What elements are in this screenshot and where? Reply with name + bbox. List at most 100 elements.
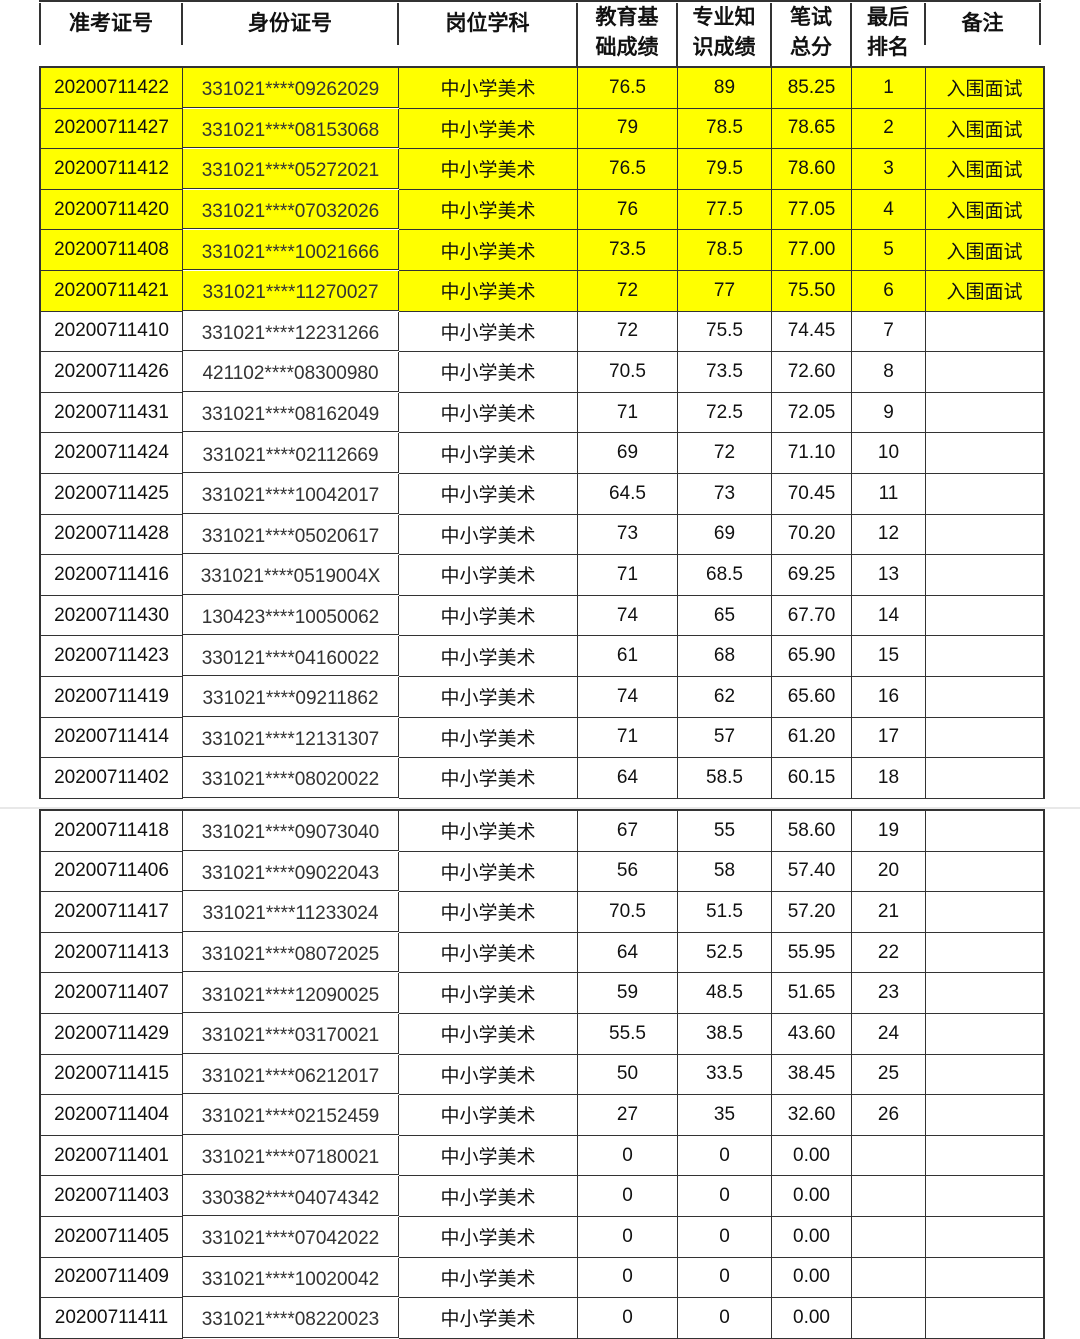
cell-final-rank: 4 xyxy=(852,189,926,231)
cell-remark xyxy=(926,636,1043,677)
header-remark: 备注 xyxy=(924,3,1041,45)
cell-remark xyxy=(926,1258,1043,1299)
cell-education-score: 76 xyxy=(578,189,678,231)
cell-admission-number: 20200711406 xyxy=(41,851,183,893)
cell-id-number: 331021****08153068 xyxy=(183,108,399,149)
cell-professional-score: 58.5 xyxy=(678,758,772,799)
cell-remark xyxy=(926,433,1043,474)
cell-admission-number: 20200711427 xyxy=(41,108,183,150)
cell-final-rank xyxy=(852,1216,926,1258)
cell-final-rank: 16 xyxy=(852,676,926,718)
cell-professional-score: 89 xyxy=(678,68,772,109)
cell-final-rank xyxy=(852,1257,926,1299)
cell-professional-score: 0 xyxy=(678,1257,772,1299)
cell-written-total: 0.00 xyxy=(772,1298,852,1339)
cell-education-score: 55.5 xyxy=(578,1013,678,1055)
cell-admission-number: 20200711424 xyxy=(41,433,183,474)
cell-written-total: 0.00 xyxy=(772,1257,852,1299)
cell-id-number: 331021****11233024 xyxy=(183,892,399,932)
cell-admission-number: 20200711423 xyxy=(41,636,183,677)
cell-id-number: 331021****10042017 xyxy=(183,473,399,514)
cell-written-total: 70.20 xyxy=(772,514,852,556)
cell-admission-number: 20200711426 xyxy=(41,352,183,393)
cell-final-rank: 26 xyxy=(852,1095,926,1136)
cell-education-score: 70.5 xyxy=(578,892,678,933)
cell-professional-score: 73.5 xyxy=(678,352,772,393)
cell-subject: 中小学美术 xyxy=(399,392,578,434)
cell-professional-score: 69 xyxy=(678,514,772,556)
cell-remark xyxy=(926,555,1043,596)
cell-remark xyxy=(926,1217,1043,1258)
cell-education-score: 0 xyxy=(578,1257,678,1299)
cell-professional-score: 48.5 xyxy=(678,973,772,1014)
cell-subject: 中小学美术 xyxy=(399,433,578,474)
cell-professional-score: 0 xyxy=(678,1176,772,1217)
cell-admission-number: 20200711408 xyxy=(41,230,183,271)
cell-subject: 中小学美术 xyxy=(399,892,578,933)
cell-admission-number: 20200711429 xyxy=(41,1013,183,1055)
cell-subject: 中小学美术 xyxy=(399,270,578,312)
cell-id-number: 331021****10021666 xyxy=(183,230,399,270)
cell-education-score: 0 xyxy=(578,1176,678,1217)
cell-education-score: 27 xyxy=(578,1095,678,1136)
cell-remark xyxy=(926,933,1043,974)
cell-written-total: 57.40 xyxy=(772,851,852,893)
cell-final-rank: 24 xyxy=(852,1013,926,1055)
cell-education-score: 74 xyxy=(578,595,678,637)
cell-id-number: 331021****08162049 xyxy=(183,392,399,433)
table-header: 准考证号 身份证号 岗位学科 教育基 础成绩 专业知 识成绩 笔试 总分 最后 排名 备注 xyxy=(39,0,1041,68)
cell-remark xyxy=(926,973,1043,1014)
cell-final-rank: 25 xyxy=(852,1054,926,1096)
cell-remark xyxy=(926,393,1043,434)
cell-final-rank: 21 xyxy=(852,892,926,933)
cell-written-total: 58.60 xyxy=(772,811,852,852)
cell-id-number: 331021****05272021 xyxy=(183,149,399,189)
cell-education-score: 72 xyxy=(578,311,678,353)
cell-education-score: 71 xyxy=(578,555,678,596)
cell-written-total: 0.00 xyxy=(772,1216,852,1258)
cell-remark xyxy=(926,312,1043,353)
cell-final-rank: 19 xyxy=(852,811,926,852)
cell-education-score: 69 xyxy=(578,433,678,474)
cell-subject: 中小学美术 xyxy=(399,676,578,718)
cell-remark xyxy=(926,1176,1043,1217)
cell-final-rank xyxy=(852,1176,926,1217)
header-professional-score: 专业知 识成绩 xyxy=(676,3,770,67)
cell-subject: 中小学美术 xyxy=(399,352,578,393)
cell-admission-number: 20200711407 xyxy=(41,973,183,1014)
page-divider xyxy=(0,807,1080,809)
cell-education-score: 79 xyxy=(578,108,678,150)
cell-final-rank: 10 xyxy=(852,433,926,474)
cell-remark xyxy=(926,1014,1043,1055)
cell-written-total: 77.00 xyxy=(772,230,852,271)
cell-education-score: 64.5 xyxy=(578,473,678,515)
cell-admission-number: 20200711401 xyxy=(41,1135,183,1177)
cell-written-total: 71.10 xyxy=(772,433,852,474)
cell-education-score: 64 xyxy=(578,932,678,974)
cell-professional-score: 65 xyxy=(678,595,772,637)
cell-subject: 中小学美术 xyxy=(399,1013,578,1055)
cell-admission-number: 20200711413 xyxy=(41,932,183,974)
cell-education-score: 0 xyxy=(578,1216,678,1258)
cell-subject: 中小学美术 xyxy=(399,636,578,677)
cell-subject: 中小学美术 xyxy=(399,1298,578,1339)
cell-final-rank: 17 xyxy=(852,717,926,759)
cell-remark xyxy=(926,892,1043,933)
cell-written-total: 43.60 xyxy=(772,1013,852,1055)
cell-professional-score: 33.5 xyxy=(678,1054,772,1096)
cell-admission-number: 20200711414 xyxy=(41,717,183,759)
cell-id-number: 331021****02112669 xyxy=(183,433,399,473)
header-education-score: 教育基 础成绩 xyxy=(576,3,676,67)
header-final-rank: 最后 排名 xyxy=(850,3,924,67)
cell-subject: 中小学美术 xyxy=(399,108,578,150)
cell-remark xyxy=(926,677,1043,718)
cell-education-score: 50 xyxy=(578,1054,678,1096)
cell-remark xyxy=(926,811,1043,852)
cell-id-number: 331021****09262029 xyxy=(183,68,399,108)
cell-education-score: 56 xyxy=(578,851,678,893)
cell-written-total: 51.65 xyxy=(772,973,852,1014)
cell-admission-number: 20200711404 xyxy=(41,1095,183,1136)
cell-written-total: 55.95 xyxy=(772,932,852,974)
cell-written-total: 57.20 xyxy=(772,892,852,933)
cell-id-number: 331021****12090025 xyxy=(183,973,399,1013)
